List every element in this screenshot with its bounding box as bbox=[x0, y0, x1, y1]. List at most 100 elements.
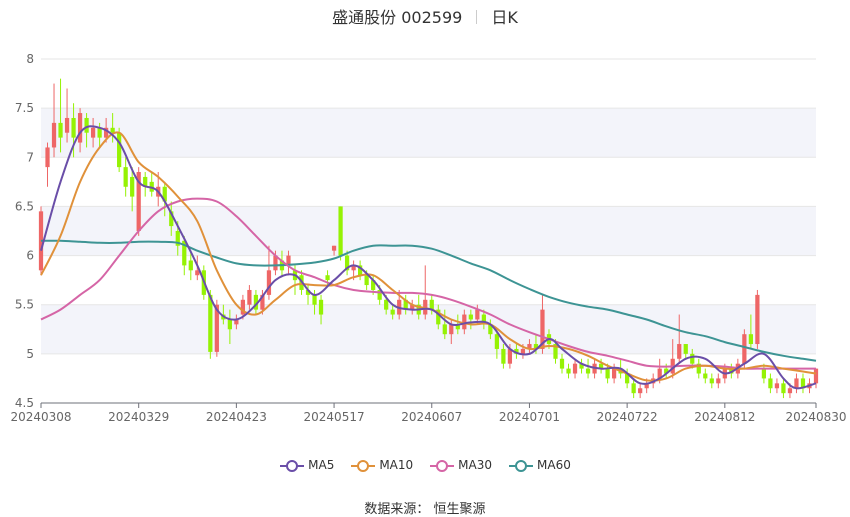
candle bbox=[494, 329, 499, 359]
candle-body bbox=[358, 265, 363, 276]
x-tick-label: 20240812 bbox=[694, 410, 755, 424]
candle bbox=[403, 294, 408, 315]
candle-body bbox=[247, 289, 252, 305]
candle bbox=[703, 368, 708, 384]
ma30-line bbox=[40, 197, 816, 370]
legend: MA5 MA10 MA30 MA60 bbox=[0, 458, 850, 473]
candle bbox=[77, 108, 83, 153]
candle bbox=[611, 363, 617, 384]
chart-title: 盛通股份 002599 日K bbox=[0, 4, 850, 28]
candle bbox=[149, 172, 154, 197]
x-tick-label: 20240701 bbox=[499, 410, 560, 424]
candle-body bbox=[716, 378, 721, 384]
candle-body bbox=[253, 294, 259, 310]
candle-body bbox=[481, 314, 486, 325]
candle bbox=[501, 344, 506, 369]
candle bbox=[182, 235, 187, 276]
candle bbox=[696, 358, 701, 379]
candle bbox=[110, 113, 115, 143]
candle-body bbox=[64, 117, 70, 133]
candle-body bbox=[371, 280, 376, 290]
candle bbox=[683, 344, 688, 359]
candle bbox=[195, 255, 200, 281]
candle-body bbox=[331, 245, 337, 251]
candle bbox=[130, 167, 135, 212]
legend-item-ma5[interactable]: MA5 bbox=[279, 458, 334, 473]
legend-item-ma60[interactable]: MA60 bbox=[508, 458, 571, 473]
candle-body bbox=[709, 378, 714, 384]
candle-body bbox=[520, 348, 526, 354]
y-tick-label: 5 bbox=[26, 347, 34, 361]
candle bbox=[338, 206, 343, 261]
candle bbox=[358, 260, 363, 281]
y-tick-label: 5.5 bbox=[15, 298, 34, 312]
candle-body bbox=[442, 324, 447, 335]
candle-body bbox=[527, 344, 532, 349]
y-tick-label: 7.5 bbox=[15, 101, 34, 115]
legend-item-ma10[interactable]: MA10 bbox=[350, 458, 413, 473]
candle-body bbox=[468, 314, 473, 320]
candle-body bbox=[501, 348, 506, 364]
candle bbox=[390, 304, 395, 320]
candle bbox=[709, 373, 714, 389]
candle-body bbox=[768, 378, 773, 389]
x-tick-label: 20240830 bbox=[785, 410, 846, 424]
candle bbox=[45, 142, 50, 187]
candle bbox=[755, 289, 760, 349]
candle-body bbox=[273, 255, 278, 271]
candle bbox=[566, 363, 571, 379]
candle-body bbox=[429, 299, 434, 310]
candle-body bbox=[162, 186, 167, 202]
candle-body bbox=[312, 294, 317, 305]
candle-body bbox=[384, 299, 389, 310]
candle-body bbox=[305, 289, 311, 295]
candle-body bbox=[813, 368, 819, 384]
candle bbox=[162, 181, 167, 217]
candle-body bbox=[175, 231, 180, 246]
candle bbox=[813, 368, 819, 389]
candle-body bbox=[742, 334, 747, 364]
candle bbox=[559, 353, 565, 374]
candle bbox=[247, 285, 252, 310]
candle-body bbox=[110, 127, 115, 133]
candle-body bbox=[286, 255, 291, 266]
legend-marker-icon bbox=[280, 459, 305, 472]
candle-body bbox=[195, 270, 200, 276]
candle bbox=[253, 289, 259, 315]
candle bbox=[266, 245, 272, 300]
candle-body bbox=[436, 309, 441, 325]
candle bbox=[761, 363, 767, 384]
candle-body bbox=[449, 324, 454, 335]
candle-body bbox=[631, 383, 636, 394]
candle bbox=[429, 294, 434, 315]
candle bbox=[227, 309, 232, 345]
candle-body bbox=[169, 211, 174, 227]
candle bbox=[462, 309, 467, 335]
candle bbox=[344, 250, 350, 276]
candle-body bbox=[240, 299, 246, 315]
legend-label: MA10 bbox=[379, 458, 414, 472]
stock-name: 盛通股份 002599 bbox=[332, 8, 463, 27]
candle-body bbox=[800, 378, 806, 389]
candle-body bbox=[364, 275, 369, 286]
legend-marker-icon bbox=[430, 459, 455, 472]
candle bbox=[286, 250, 291, 276]
x-tick-label: 20240722 bbox=[597, 410, 658, 424]
candle bbox=[742, 329, 747, 369]
y-tick-label: 6 bbox=[26, 249, 34, 263]
candle bbox=[143, 172, 148, 197]
candle-body bbox=[657, 368, 662, 379]
candle-body bbox=[58, 122, 63, 138]
candle-body bbox=[234, 319, 239, 325]
grid-band bbox=[41, 304, 816, 354]
candle-body bbox=[227, 319, 232, 330]
candle-body bbox=[462, 314, 467, 330]
candle-body bbox=[260, 294, 265, 310]
legend-item-ma30[interactable]: MA30 bbox=[429, 458, 492, 473]
candle bbox=[800, 373, 806, 394]
candle-body bbox=[97, 127, 102, 138]
candle bbox=[625, 368, 630, 389]
candle bbox=[488, 319, 493, 340]
candle bbox=[638, 383, 643, 399]
